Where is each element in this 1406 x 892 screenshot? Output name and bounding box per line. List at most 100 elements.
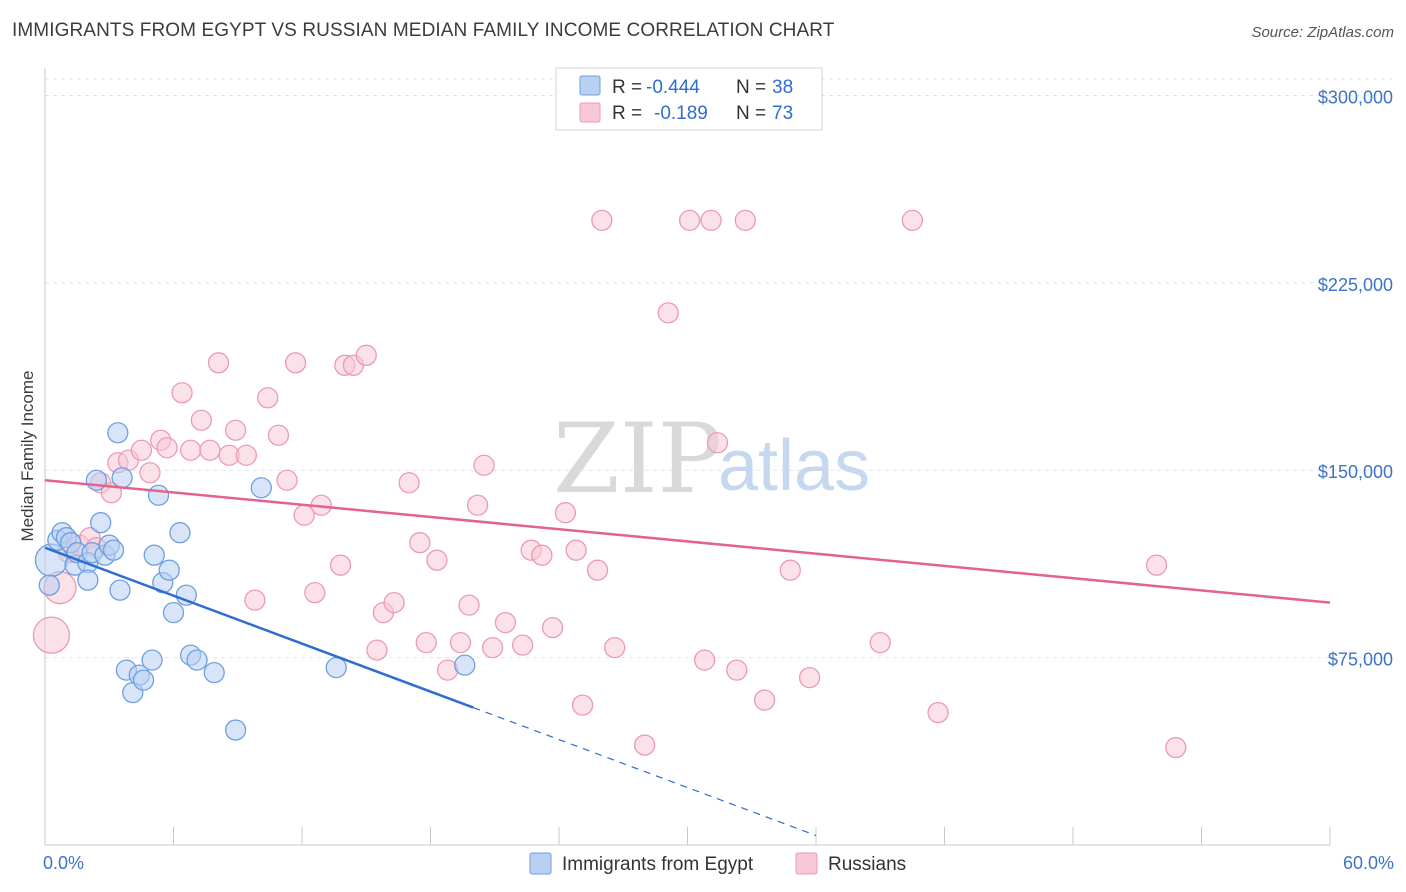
grid-layer bbox=[45, 78, 1392, 659]
russian-point bbox=[355, 344, 377, 366]
watermark-atlas: atlas bbox=[718, 426, 870, 506]
series-legend-label-russians: Russians bbox=[828, 854, 906, 875]
series-legend-swatch-egypt bbox=[529, 852, 552, 875]
russian-point bbox=[494, 611, 517, 634]
russian-point bbox=[693, 649, 716, 671]
series-legend-label-egypt: Immigrants from Egypt bbox=[562, 854, 754, 875]
russian-point bbox=[734, 209, 756, 232]
egypt-point bbox=[158, 559, 180, 581]
russian-point bbox=[466, 494, 489, 516]
russian-point bbox=[927, 701, 949, 724]
axis-layer: $75,000 $150,000 $225,000 $300,000 bbox=[44, 68, 1393, 846]
russian-point bbox=[190, 409, 212, 431]
russian-point bbox=[565, 539, 587, 561]
russian-point bbox=[207, 352, 230, 374]
russian-point bbox=[1145, 554, 1168, 576]
stats-legend-n-value-russians: 73 bbox=[772, 103, 793, 124]
russian-point bbox=[571, 694, 594, 716]
egypt-point bbox=[132, 669, 155, 691]
chart-source: Source: ZipAtlas.com bbox=[1251, 24, 1394, 41]
russian-point bbox=[257, 387, 279, 409]
russian-point bbox=[139, 462, 161, 484]
stats-legend-swatch-egypt bbox=[579, 75, 601, 96]
russian-point bbox=[531, 544, 553, 566]
russian-point bbox=[458, 594, 480, 616]
points-layer bbox=[32, 209, 1187, 759]
russian-point bbox=[304, 582, 326, 604]
russian-point bbox=[267, 424, 290, 446]
egypt-point bbox=[175, 584, 198, 606]
stats-legend-n-label-russians: N = bbox=[736, 103, 766, 124]
russian-point bbox=[383, 592, 405, 614]
series-legend: Immigrants from Egypt Russians bbox=[529, 852, 906, 875]
russian-point bbox=[700, 209, 722, 232]
russian-point bbox=[366, 639, 388, 661]
egypt-point bbox=[162, 601, 185, 624]
egypt-point bbox=[77, 569, 99, 591]
russian-point bbox=[541, 616, 564, 639]
egypt-point bbox=[250, 477, 272, 499]
stats-legend-r-label-egypt: R = bbox=[612, 77, 642, 98]
russian-point bbox=[657, 302, 679, 324]
russian-point bbox=[32, 616, 71, 654]
russian-point bbox=[798, 666, 821, 689]
egypt-point bbox=[224, 719, 247, 741]
russian-point bbox=[329, 554, 352, 576]
series-legend-swatch-russians bbox=[795, 852, 818, 875]
russian-point bbox=[473, 454, 495, 476]
russian-point bbox=[481, 636, 504, 659]
russian-trend-line bbox=[44, 478, 1331, 604]
russian-point bbox=[426, 549, 448, 571]
russian-point bbox=[224, 419, 247, 441]
egypt-point bbox=[169, 522, 191, 544]
egypt-point bbox=[102, 539, 125, 561]
russian-point bbox=[415, 631, 437, 654]
russian-point bbox=[130, 439, 153, 461]
stats-legend-r-value-egypt: -0.444 bbox=[646, 77, 700, 98]
egypt-point bbox=[143, 544, 165, 566]
egypt-point bbox=[85, 469, 108, 491]
x-axis-label-max: 60.0% bbox=[1343, 853, 1394, 873]
russian-point bbox=[869, 631, 891, 654]
egypt-point bbox=[107, 422, 129, 444]
watermark: ZIP atlas bbox=[553, 403, 870, 515]
watermark-zip: ZIP bbox=[553, 403, 722, 515]
trend-layer bbox=[44, 478, 1331, 837]
russian-point bbox=[554, 502, 577, 524]
egypt-trend-extension bbox=[473, 707, 817, 837]
y-axis-title: Median Family Income bbox=[18, 370, 37, 541]
egypt-point bbox=[147, 484, 170, 506]
egypt-point bbox=[38, 574, 60, 596]
russian-point bbox=[753, 689, 776, 711]
russian-point bbox=[398, 472, 420, 494]
russian-point bbox=[634, 734, 656, 756]
russian-point bbox=[199, 439, 221, 461]
russian-point bbox=[586, 559, 609, 581]
russian-point bbox=[591, 209, 613, 232]
egypt-point bbox=[454, 654, 476, 676]
russian-point bbox=[449, 631, 472, 654]
russian-point bbox=[244, 589, 266, 611]
egypt-point bbox=[109, 579, 131, 601]
russian-point bbox=[235, 444, 257, 466]
russian-point bbox=[901, 209, 924, 232]
egypt-point bbox=[325, 656, 347, 679]
egypt-point bbox=[203, 661, 225, 684]
stats-legend-swatch-russians bbox=[579, 102, 601, 123]
stats-legend-n-label-egypt: N = bbox=[736, 77, 766, 98]
russian-point bbox=[179, 439, 202, 461]
y-tick-label: $300,000 bbox=[1318, 87, 1393, 107]
egypt-point bbox=[141, 649, 163, 671]
x-axis-label-min: 0.0% bbox=[43, 853, 84, 873]
russian-point bbox=[156, 437, 178, 459]
russian-point bbox=[171, 382, 193, 404]
egypt-trend-line bbox=[44, 546, 474, 709]
russian-point bbox=[1165, 736, 1187, 759]
y-tick-label: $150,000 bbox=[1318, 462, 1393, 482]
egypt-point bbox=[90, 512, 112, 534]
russian-point bbox=[726, 659, 748, 681]
stats-legend-n-value-egypt: 38 bbox=[772, 77, 793, 98]
chart-title: IMMIGRANTS FROM EGYPT VS RUSSIAN MEDIAN … bbox=[12, 20, 835, 41]
russian-point bbox=[604, 636, 626, 659]
